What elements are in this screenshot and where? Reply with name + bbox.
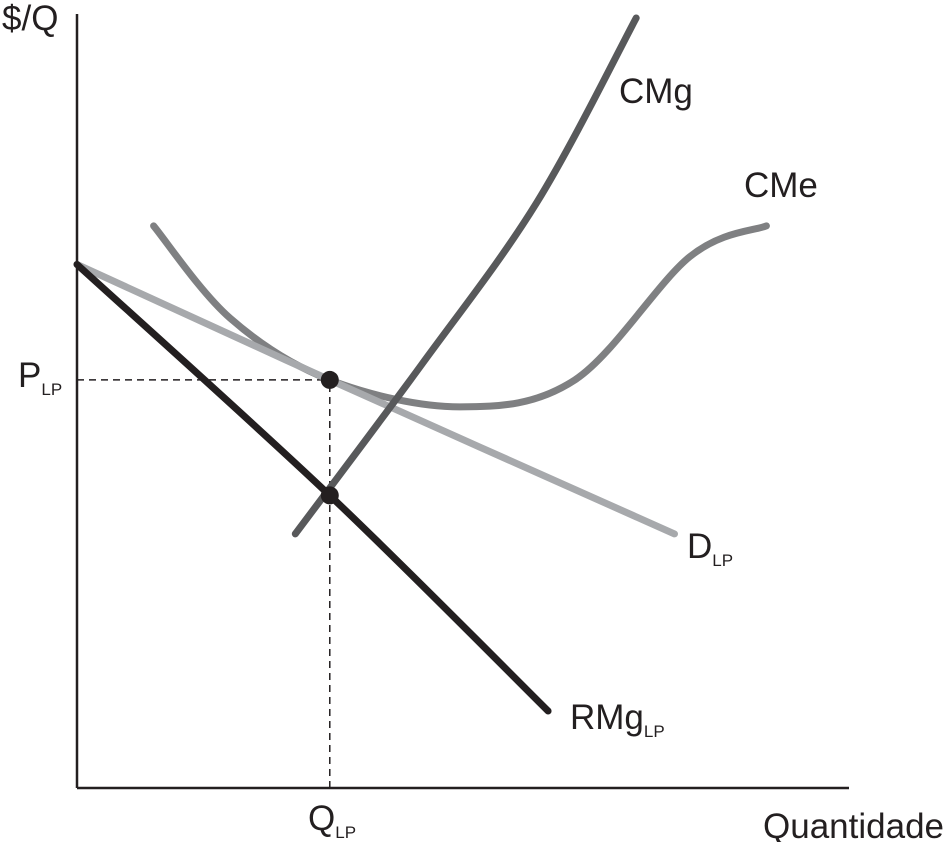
- equilibrium-point-1: [320, 486, 339, 505]
- series-line-cmg: [291, 14, 640, 538]
- markers-group: [320, 370, 339, 505]
- series-label-rmg: RMgLP: [570, 698, 665, 741]
- guide-lines: [77, 379, 331, 788]
- series-group: [73, 14, 770, 715]
- x-axis-label: Quantidade: [763, 807, 944, 842]
- series-label-d: DLP: [687, 527, 733, 570]
- y-axis-label: $/Q: [2, 0, 58, 38]
- y-tick-label: PLP: [18, 356, 62, 399]
- series-line-rmg: [73, 260, 552, 715]
- series-line-d: [73, 260, 678, 538]
- axes: [75, 14, 849, 790]
- series-line-cme: [150, 222, 770, 411]
- series-label-cmg: CMg: [619, 72, 693, 111]
- x-tick-label: QLP: [308, 799, 356, 842]
- series-label-cme: CMe: [744, 166, 818, 205]
- equilibrium-point-0: [320, 370, 339, 389]
